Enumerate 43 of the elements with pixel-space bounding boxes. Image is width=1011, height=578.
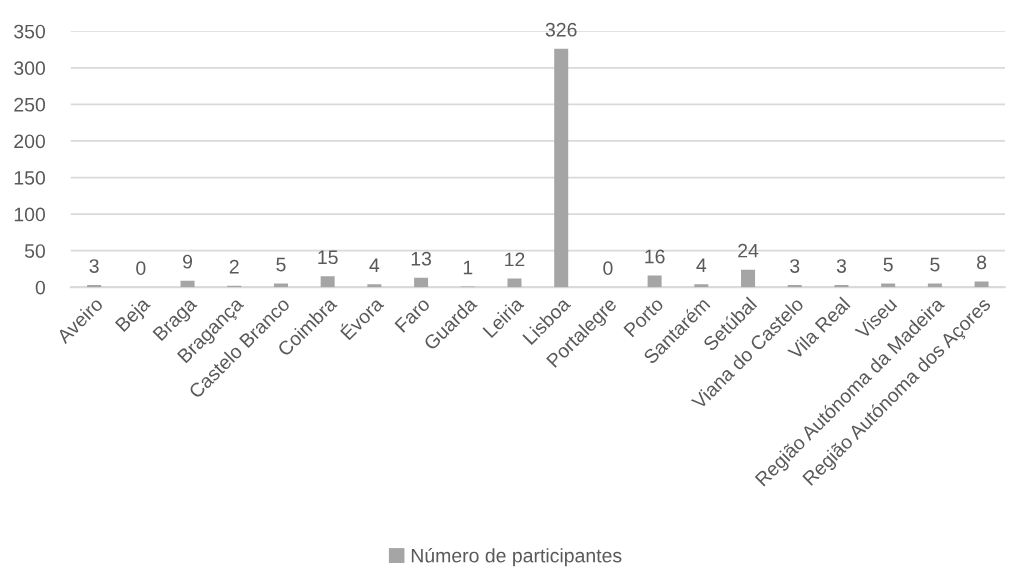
y-tick-label: 50 — [24, 244, 46, 258]
data-label: 3 — [836, 259, 847, 273]
bar — [974, 281, 989, 288]
bar — [647, 275, 662, 288]
y-tick-label: 0 — [35, 280, 46, 295]
bar — [741, 269, 756, 288]
data-label: 0 — [136, 261, 146, 276]
data-label: 9 — [183, 254, 193, 269]
data-label: 24 — [738, 243, 759, 258]
bar — [694, 284, 709, 288]
data-label: 4 — [696, 258, 707, 272]
y-tick-label: 150 — [14, 171, 46, 185]
data-label: 326 — [545, 22, 577, 37]
bar — [787, 285, 802, 288]
data-label: 3 — [790, 259, 800, 273]
bar — [87, 285, 102, 288]
y-tick-label: 200 — [14, 134, 46, 149]
data-label: 4 — [369, 258, 380, 272]
data-label: 13 — [411, 251, 432, 266]
y-tick-label: 250 — [14, 97, 46, 112]
data-label: 16 — [645, 249, 665, 264]
x-tick-label: Beja — [114, 295, 154, 335]
bar — [414, 277, 429, 288]
data-label: 0 — [603, 261, 613, 276]
bar — [320, 276, 335, 288]
bar — [554, 48, 569, 288]
bar — [367, 284, 382, 288]
y-tick-label: 100 — [14, 207, 46, 222]
bar — [507, 278, 522, 288]
bar — [180, 280, 195, 288]
legend-label: Número de participantes — [411, 547, 622, 567]
y-tick-label: 300 — [14, 61, 46, 76]
bar — [834, 285, 849, 288]
data-label: 15 — [318, 250, 338, 265]
data-label: 1 — [463, 260, 473, 275]
data-label: 8 — [977, 255, 987, 270]
y-tick-label: 350 — [14, 24, 46, 39]
data-label: 5 — [883, 257, 893, 272]
data-label: 5 — [276, 257, 286, 272]
data-label: 12 — [505, 252, 525, 267]
data-label: 3 — [89, 259, 99, 273]
data-label: 2 — [229, 259, 239, 274]
data-label: 5 — [930, 257, 940, 272]
